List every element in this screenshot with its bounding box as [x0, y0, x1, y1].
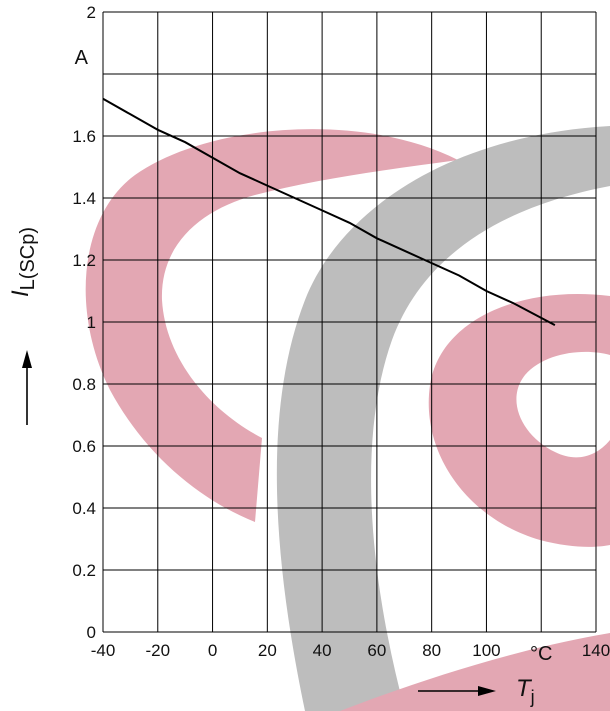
- grid: [102, 11, 597, 633]
- series-line-0: [102, 97, 556, 326]
- y-tick-label-2: 0.4: [72, 499, 96, 518]
- x-tick-label-6: 80: [422, 641, 441, 660]
- y-axis-label: IL(SCp): [7, 227, 39, 297]
- y-axis-unit: A: [75, 47, 89, 69]
- y-tick-label-7: 1.4: [72, 189, 96, 208]
- x-tick-label-7: 100: [472, 641, 500, 660]
- y-axis-arrowhead: [22, 350, 32, 368]
- x-tick-label-4: 40: [313, 641, 332, 660]
- watermark-pink-arc: [85, 129, 459, 522]
- x-axis-label: Tj: [516, 675, 535, 707]
- y-tick-label-0: 0: [87, 623, 96, 642]
- y-axis-label-main: I: [7, 290, 34, 297]
- x-tick-label-1: -20: [145, 641, 170, 660]
- y-axis-label-sub: L(SCp): [17, 227, 39, 290]
- x-tick-label-3: 20: [258, 641, 277, 660]
- y-tick-label-4: 0.8: [72, 375, 96, 394]
- x-axis-label-main: T: [516, 675, 533, 702]
- x-tick-label-0: -40: [91, 641, 116, 660]
- y-tick-label-6: 1.2: [72, 251, 96, 270]
- series-layer: [102, 97, 556, 326]
- y-tick-label-3: 0.6: [72, 437, 96, 456]
- x-axis-label-sub: j: [530, 687, 535, 707]
- y-tick-labels: 0 0.2 0.4 0.6 0.8 1 1.2 1.4 1.6 A 2: [72, 3, 96, 642]
- y-tick-label-10: 2: [87, 3, 96, 22]
- watermark-gray-arc: [276, 126, 610, 711]
- watermark-pink-swoosh: [340, 633, 610, 711]
- watermark-logo: [85, 126, 610, 711]
- y-tick-label-5: 1: [87, 313, 96, 332]
- y-tick-label-8: 1.6: [72, 127, 96, 146]
- x-tick-labels: -40 -20 0 20 40 60 80 100 °C 140: [91, 641, 610, 665]
- x-tick-label-9: 140: [582, 641, 610, 660]
- x-tick-label-5: 60: [367, 641, 386, 660]
- x-axis-unit: °C: [530, 643, 552, 665]
- watermark-pink-ring: [428, 293, 610, 547]
- x-tick-label-2: 0: [208, 641, 217, 660]
- x-axis-arrowhead: [478, 686, 496, 696]
- y-tick-label-1: 0.2: [72, 561, 96, 580]
